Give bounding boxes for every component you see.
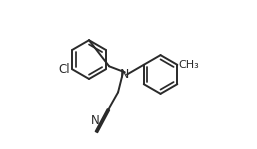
Text: CH₃: CH₃ xyxy=(179,60,199,70)
Text: Cl: Cl xyxy=(58,63,70,76)
Text: N: N xyxy=(91,114,99,127)
Text: N: N xyxy=(120,68,130,81)
